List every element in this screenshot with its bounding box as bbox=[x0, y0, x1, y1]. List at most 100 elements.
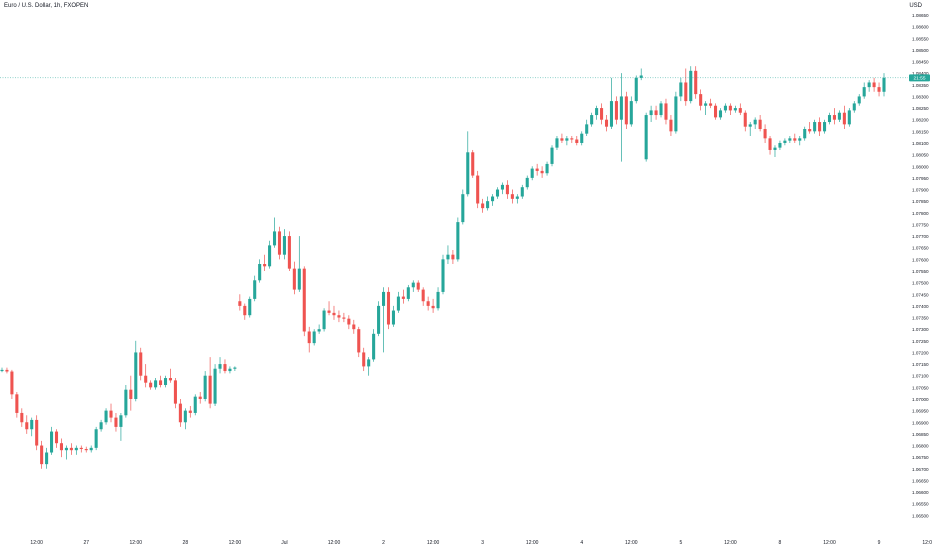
time-tick-label: 28 bbox=[183, 540, 189, 546]
candle-body bbox=[124, 389, 128, 416]
candle-body bbox=[515, 196, 519, 199]
candle-body bbox=[694, 70, 698, 95]
candle-body bbox=[64, 447, 68, 451]
candle-body bbox=[540, 170, 544, 174]
candle-body bbox=[54, 431, 59, 444]
price-tick-label: 1.07650 bbox=[912, 246, 929, 251]
candle-body bbox=[20, 412, 24, 423]
candle-body bbox=[94, 429, 98, 448]
candle-body bbox=[183, 410, 187, 423]
candle-body bbox=[768, 138, 772, 150]
candle-body bbox=[778, 142, 782, 148]
candle-body bbox=[357, 329, 361, 353]
candle-body bbox=[163, 378, 168, 386]
price-tick-label: 1.07450 bbox=[912, 292, 929, 297]
candle-body bbox=[144, 375, 148, 383]
candle-body bbox=[317, 329, 321, 332]
candle-body bbox=[10, 371, 14, 395]
candle-body bbox=[441, 259, 445, 292]
candle-body bbox=[609, 101, 614, 127]
candle-body bbox=[624, 96, 628, 125]
candle-body bbox=[867, 82, 871, 88]
candle-body bbox=[347, 318, 351, 325]
candle-body bbox=[495, 189, 500, 197]
candle-body bbox=[634, 77, 638, 102]
candle-body bbox=[337, 315, 341, 318]
candle-body bbox=[243, 305, 247, 316]
candle-body bbox=[89, 447, 93, 451]
price-tick-label: 1.08050 bbox=[912, 153, 929, 158]
candle-body bbox=[406, 287, 410, 299]
time-tick-label: 27 bbox=[83, 540, 89, 546]
candle-body bbox=[178, 403, 182, 423]
candle-body bbox=[277, 231, 282, 255]
candle-body bbox=[268, 245, 272, 267]
candle-body bbox=[837, 112, 841, 120]
candle-body bbox=[565, 138, 569, 141]
candle-body bbox=[173, 380, 177, 404]
time-tick-label: 12:00 bbox=[328, 540, 341, 546]
price-tick-label: 1.06700 bbox=[912, 467, 929, 472]
candle-body bbox=[411, 282, 415, 288]
candle-body bbox=[842, 112, 846, 125]
candle-body bbox=[481, 203, 485, 209]
time-tick-label: 12:00 bbox=[427, 540, 440, 546]
time-tick-label: 12:00 bbox=[526, 540, 539, 546]
candle-body bbox=[159, 380, 163, 386]
candle-body bbox=[882, 77, 886, 92]
candle-body bbox=[788, 138, 792, 141]
candle-body bbox=[431, 305, 435, 309]
candle-body bbox=[808, 129, 812, 132]
candle-body bbox=[505, 184, 509, 195]
candle-body bbox=[852, 103, 856, 111]
candle-body bbox=[198, 396, 202, 399]
candle-body bbox=[723, 105, 727, 111]
candle-body bbox=[446, 254, 450, 260]
candle-body bbox=[35, 419, 39, 446]
candle-body bbox=[362, 352, 366, 367]
candle-body bbox=[292, 268, 296, 290]
candle-body bbox=[109, 410, 113, 418]
candle-body bbox=[342, 317, 346, 319]
candle-body bbox=[149, 382, 153, 388]
price-tick-label: 1.08000 bbox=[912, 164, 929, 169]
candle-body bbox=[0, 369, 4, 372]
price-tick-label: 1.08600 bbox=[912, 25, 929, 30]
candle-body bbox=[322, 310, 326, 330]
candle-body bbox=[818, 122, 822, 132]
candle-body bbox=[15, 394, 19, 413]
candle-body bbox=[367, 359, 371, 367]
candle-body bbox=[154, 380, 158, 388]
candle-body bbox=[377, 305, 381, 334]
candle-body bbox=[793, 138, 797, 141]
candle-body bbox=[862, 87, 866, 97]
candle-body bbox=[555, 138, 559, 148]
candle-body bbox=[302, 268, 306, 332]
price-tick-label: 1.08650 bbox=[912, 13, 929, 18]
candle-body bbox=[718, 110, 723, 118]
price-tick-label: 1.07250 bbox=[912, 339, 929, 344]
time-tick-label: 8 bbox=[779, 540, 782, 546]
candle-body bbox=[674, 96, 678, 132]
candle-body bbox=[203, 375, 207, 399]
candle-body bbox=[25, 422, 29, 430]
time-tick-label: 12:00 bbox=[724, 540, 737, 546]
candle-body bbox=[728, 105, 732, 111]
candle-body bbox=[654, 110, 658, 116]
candle-body bbox=[50, 431, 54, 453]
candle-body bbox=[114, 417, 118, 427]
candle-body bbox=[763, 129, 767, 139]
candle-body bbox=[258, 264, 262, 281]
candle-body bbox=[580, 133, 584, 143]
candle-body bbox=[847, 110, 851, 125]
candle-body bbox=[704, 103, 708, 106]
price-tick-label: 1.08450 bbox=[912, 60, 929, 65]
price-tick-label: 1.08550 bbox=[912, 36, 929, 41]
candle-body bbox=[525, 177, 529, 188]
candle-body bbox=[282, 236, 286, 255]
candle-body bbox=[74, 447, 78, 451]
candle-body bbox=[382, 291, 386, 306]
candle-body bbox=[263, 264, 267, 267]
candle-body bbox=[585, 124, 589, 134]
